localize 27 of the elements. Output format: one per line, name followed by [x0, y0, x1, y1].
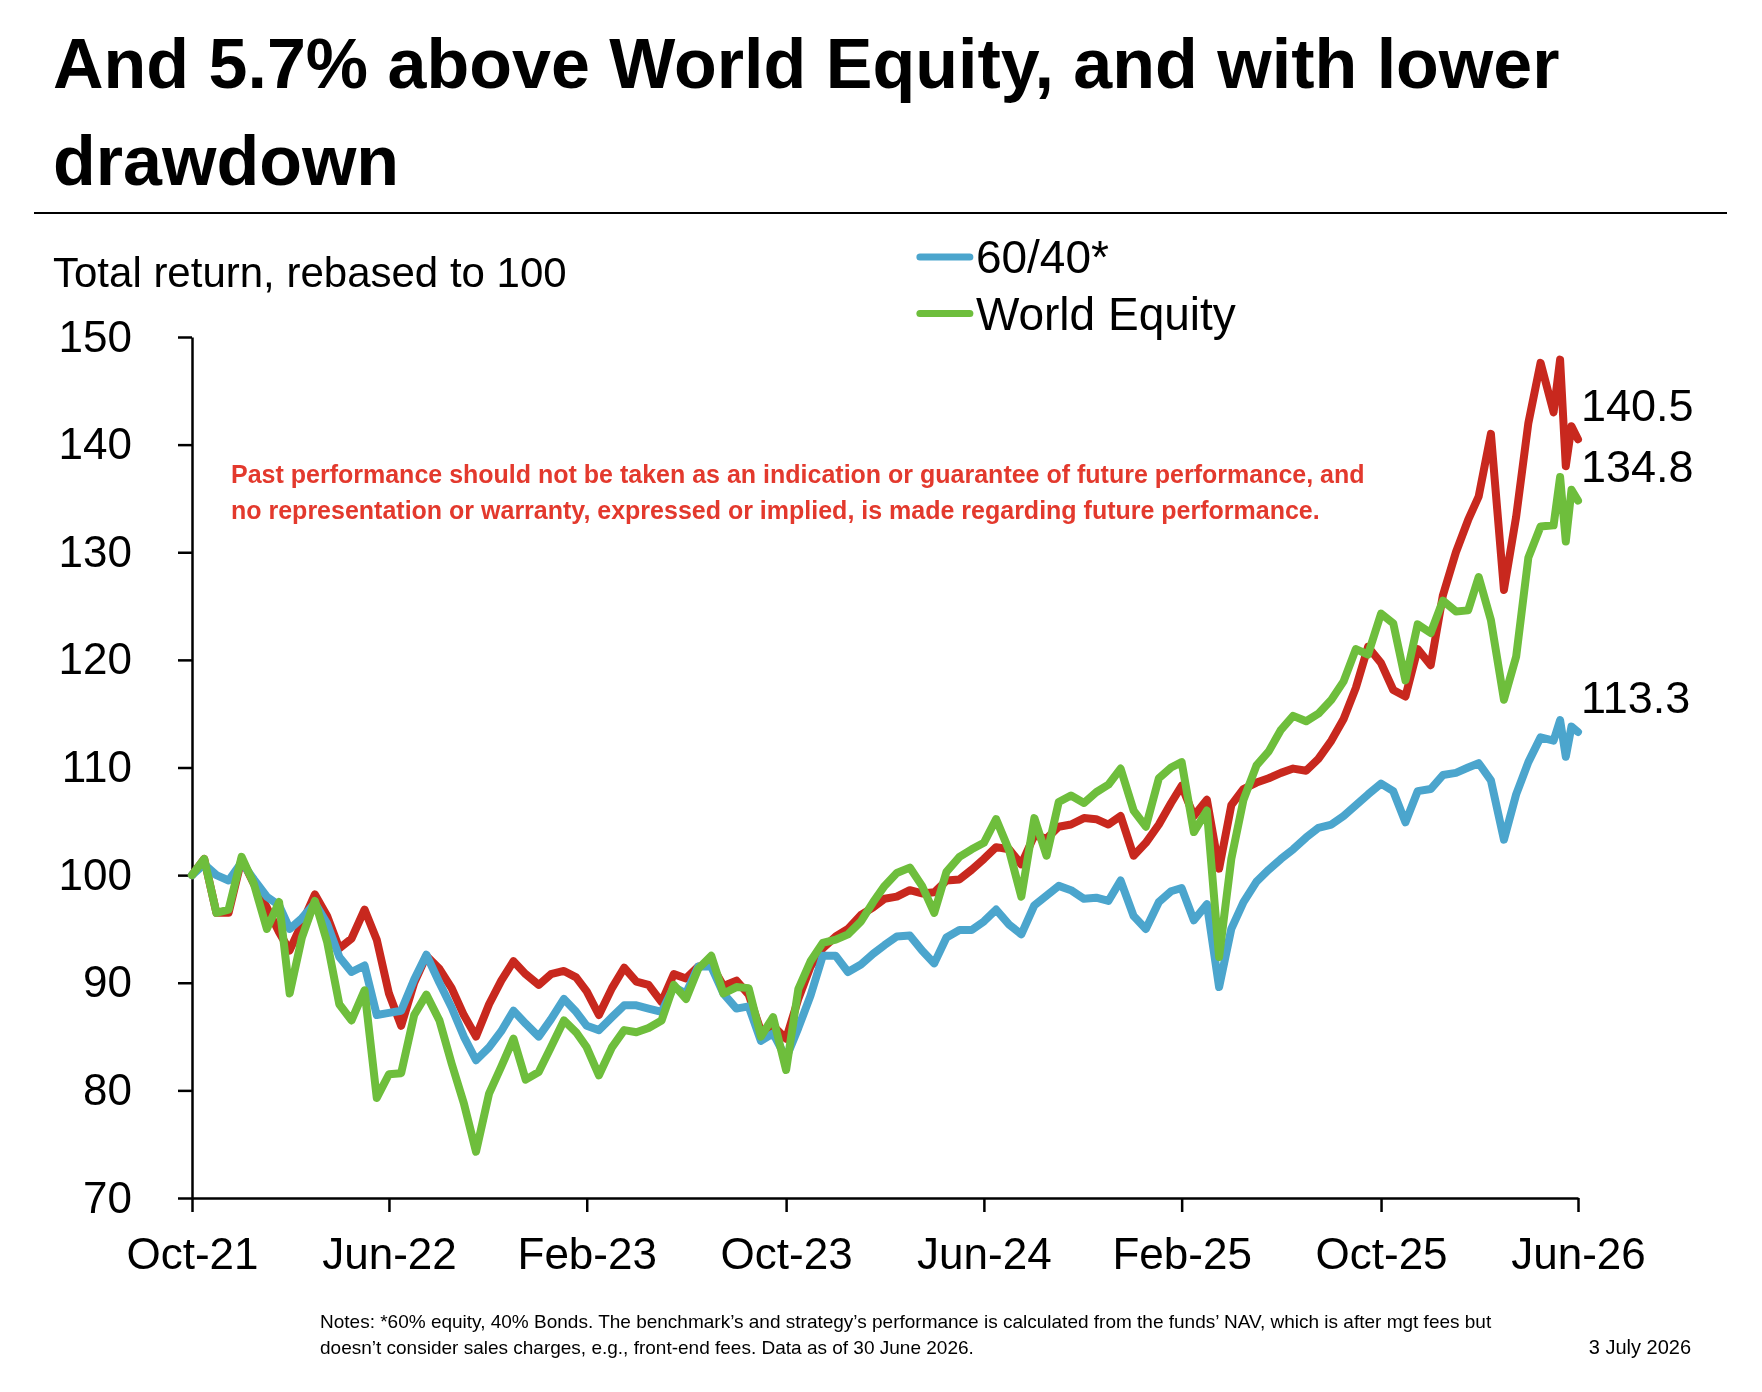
x-tick-label: Feb-25	[1112, 1229, 1252, 1279]
data-label: 113.3	[1581, 672, 1691, 724]
y-tick-label: 90	[83, 957, 132, 1007]
legend-label: World Equity	[975, 287, 1236, 340]
x-tick-label: Oct-21	[126, 1229, 259, 1279]
y-axis-title: Total return, rebased to 100	[53, 249, 567, 296]
data-label: 140.5	[1581, 379, 1694, 431]
text: 3 July 2026	[1588, 1336, 1691, 1358]
text: Notes: *60% equity, 40% Bonds. The benchmark’s and strategy’s performance is calculated from the funds’ NAV, which is after mgt fees but doesn’t consider sales charges, e.g., front-end fees. Data as of 30 June 2026.	[320, 1311, 1492, 1358]
x-tick-label: Oct-23	[720, 1229, 853, 1279]
y-tick-label: 110	[61, 742, 132, 792]
y-tick-label: 100	[58, 849, 132, 899]
x-tick-label: Oct-25	[1315, 1229, 1448, 1279]
x-tick-label: Feb-23	[517, 1229, 657, 1279]
annotation: Past performance should not be taken as an indication or guarantee of future performance, and no representation or warranty, expressed or implied, is made regarding future performance.	[231, 460, 1365, 524]
legend-label: 60/40*	[975, 231, 1109, 283]
y-tick-label: 70	[83, 1172, 132, 1222]
y-tick-label: 80	[83, 1064, 132, 1114]
x-tick-label: Jun-26	[1511, 1229, 1646, 1279]
x-tick-label: Jun-24	[917, 1229, 1052, 1279]
data-label: 134.8	[1581, 441, 1694, 493]
chart-title: And 5.7% above World Equity, and with lower drawdown	[53, 25, 1560, 200]
y-tick-label: 130	[58, 526, 132, 576]
x-tick-label: Jun-22	[322, 1229, 457, 1279]
y-tick-label: 150	[58, 311, 132, 361]
y-tick-label: 140	[58, 419, 132, 469]
y-tick-label: 120	[58, 634, 132, 684]
